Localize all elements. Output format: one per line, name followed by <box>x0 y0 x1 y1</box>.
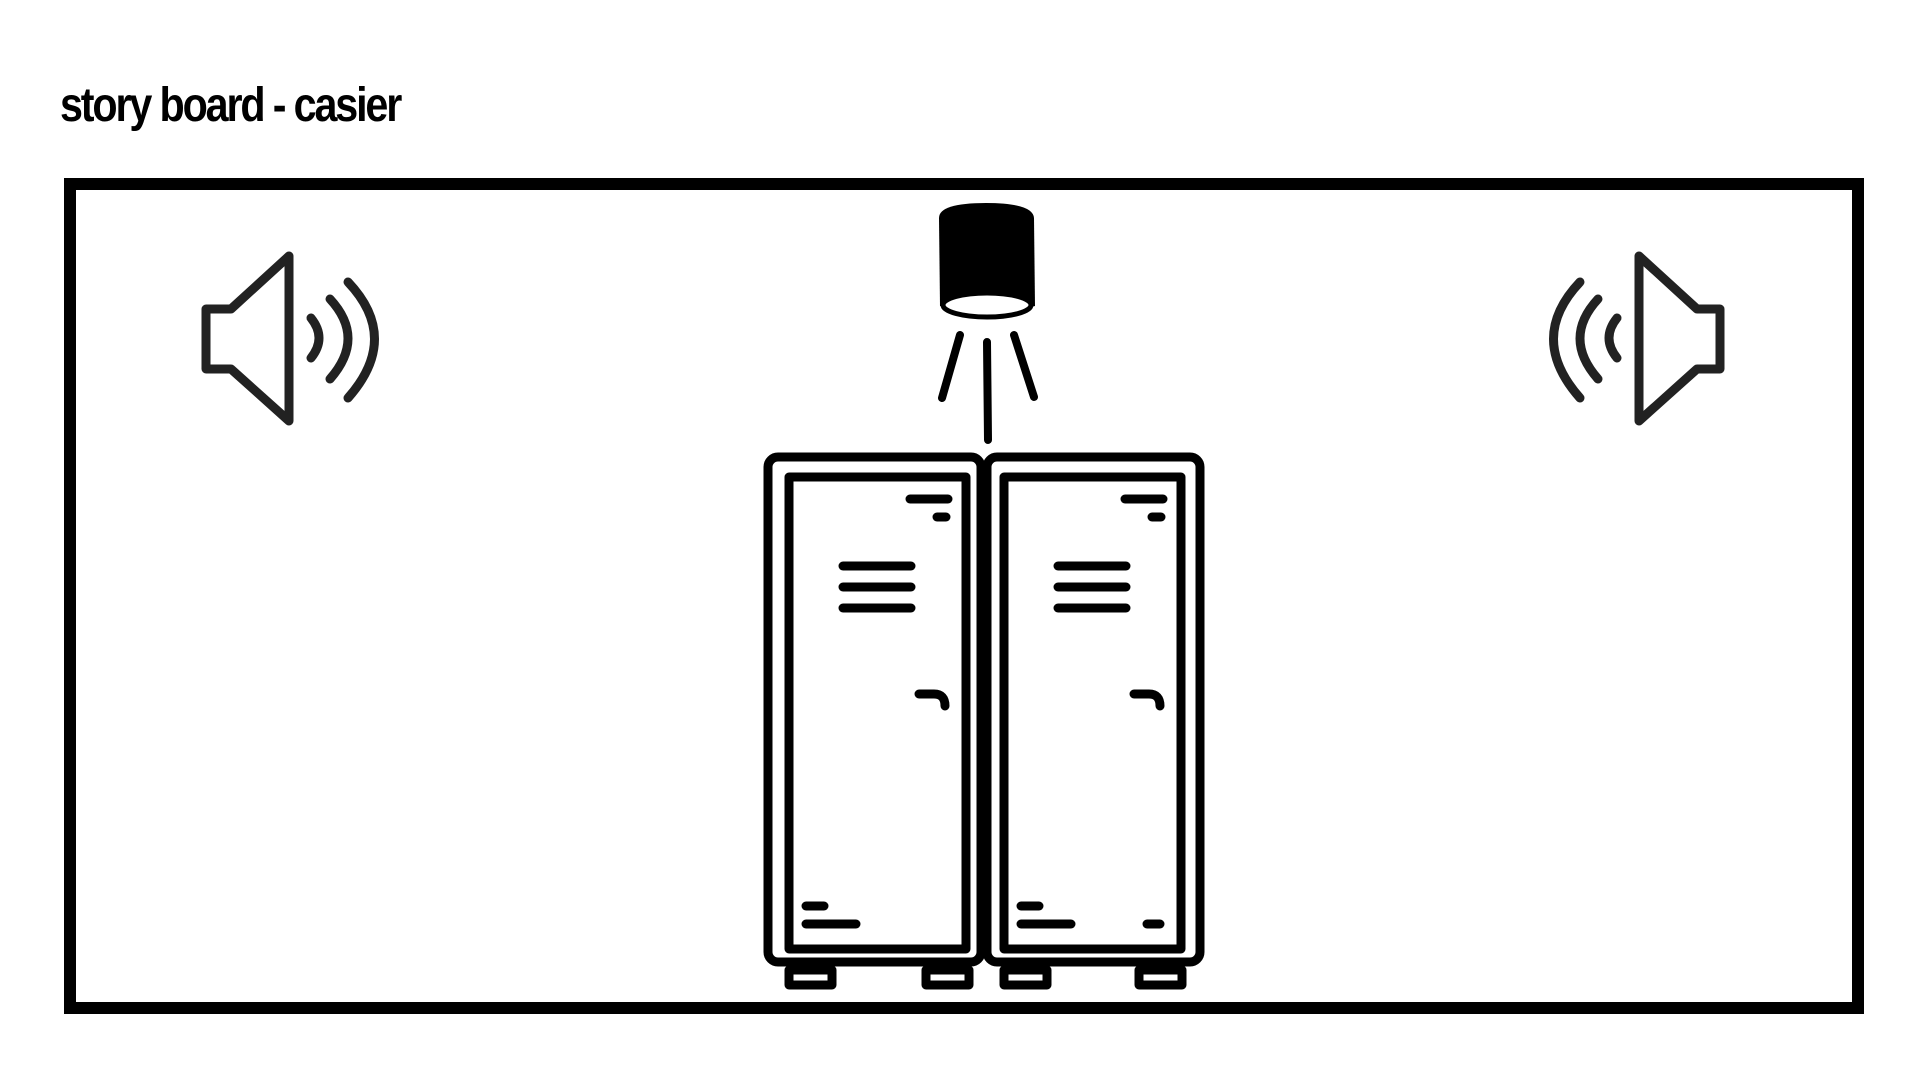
sound-wave-left-large <box>343 277 379 403</box>
speaker-left-body <box>201 251 294 426</box>
locker-left <box>763 452 986 990</box>
page-title: story board - casier <box>60 79 402 132</box>
light-ray-right <box>1010 331 1038 401</box>
locker-left-handle <box>914 689 950 711</box>
lockers-icon <box>763 452 1205 990</box>
locker-right-foot-1 <box>999 965 1052 990</box>
locker-left-foot-2 <box>921 965 974 990</box>
sound-wave-right-large <box>1549 277 1585 403</box>
locker-left-frame <box>763 452 986 967</box>
speaker-left-icon <box>201 251 379 426</box>
sound-wave-left-medium <box>325 294 353 384</box>
locker-left-foot-1 <box>784 965 837 990</box>
locker-right <box>982 452 1205 990</box>
locker-right-foot-2 <box>1134 965 1187 990</box>
locker-right-door <box>999 472 1186 954</box>
ceiling-light-icon <box>938 203 1038 444</box>
lamp-shade <box>939 203 1035 313</box>
sound-wave-right-medium <box>1575 294 1603 384</box>
sound-wave-left-small <box>306 313 324 363</box>
locker-right-frame <box>982 452 1205 967</box>
locker-right-handle <box>1129 689 1165 711</box>
lamp-bulb <box>940 290 1034 320</box>
speaker-right-body <box>1634 251 1725 426</box>
light-ray-left <box>938 331 964 402</box>
speaker-right-icon <box>1549 251 1725 426</box>
storyboard-frame <box>64 178 1864 1014</box>
light-ray-center <box>983 338 992 444</box>
sound-wave-right-small <box>1604 313 1622 363</box>
locker-left-door <box>784 472 971 954</box>
